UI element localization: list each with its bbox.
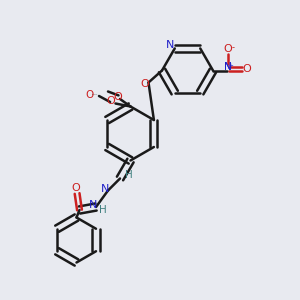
Text: O: O (71, 183, 80, 193)
Text: O: O (113, 92, 122, 102)
Text: O: O (106, 96, 116, 106)
Text: N: N (101, 184, 109, 194)
Text: N: N (224, 62, 232, 73)
Text: H: H (99, 205, 106, 215)
Text: H: H (125, 170, 133, 181)
Text: +: + (227, 63, 233, 69)
Text: O: O (224, 44, 232, 55)
Text: N: N (166, 40, 174, 50)
Text: N: N (224, 62, 232, 73)
Text: O: O (140, 79, 149, 89)
Text: O: O (242, 64, 251, 74)
Text: O: O (86, 90, 94, 100)
Text: methoxy: methoxy (92, 94, 98, 95)
Text: N: N (89, 200, 97, 211)
Text: -: - (232, 43, 235, 52)
